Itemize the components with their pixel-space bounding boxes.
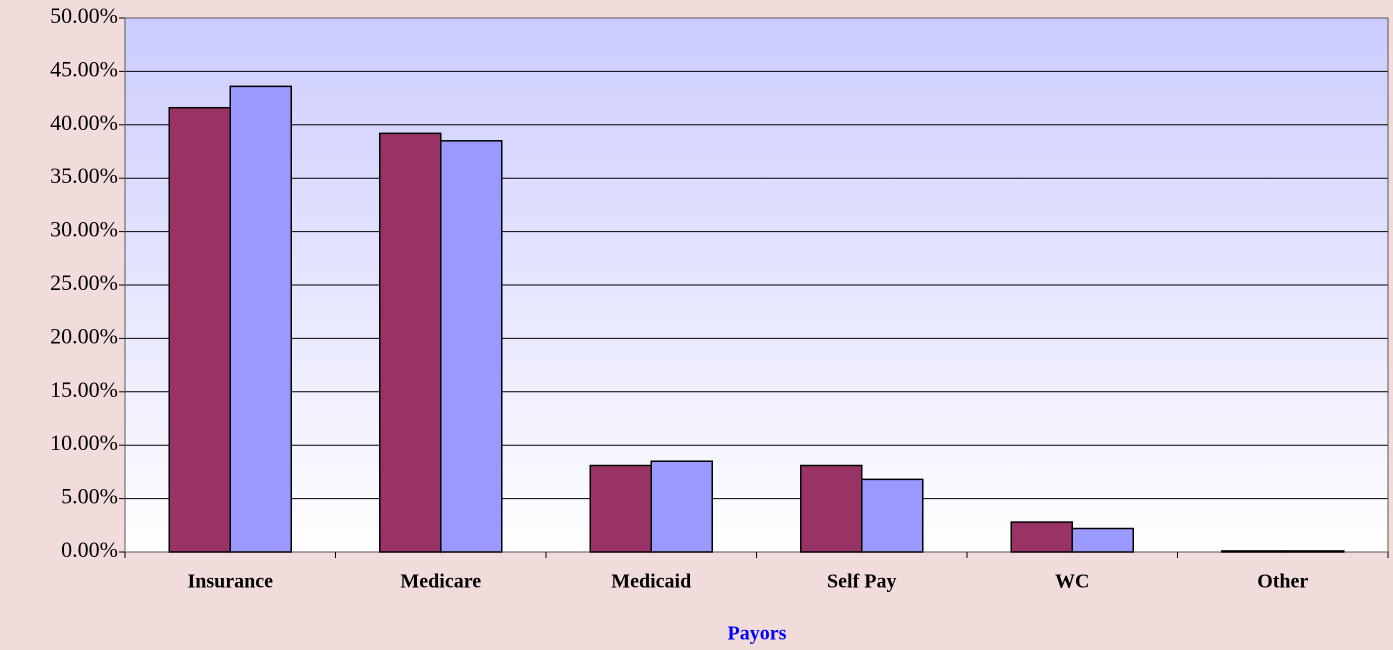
x-axis-title: Payors xyxy=(728,623,787,645)
bar xyxy=(589,464,652,553)
bar xyxy=(800,464,863,553)
y-tick-label: 50.00% xyxy=(50,3,118,28)
x-tick-label: Self Pay xyxy=(827,571,896,593)
y-tick-label: 30.00% xyxy=(50,217,118,242)
y-tick-label: 40.00% xyxy=(50,110,118,135)
bar xyxy=(1010,521,1073,553)
bar xyxy=(650,460,713,553)
y-tick-label: 35.00% xyxy=(50,163,118,188)
x-tick-label: Other xyxy=(1257,571,1308,593)
x-tick-label: Insurance xyxy=(187,571,273,593)
bar xyxy=(1071,527,1134,553)
bar xyxy=(1282,550,1345,553)
bar xyxy=(861,478,924,553)
x-tick-label: Medicaid xyxy=(611,571,691,593)
bar xyxy=(440,140,503,553)
bar xyxy=(379,132,442,553)
bar xyxy=(229,85,292,553)
y-tick-label: 10.00% xyxy=(50,430,118,455)
y-tick-label: 45.00% xyxy=(50,56,118,81)
bar xyxy=(168,106,231,553)
y-tick-label: 0.00% xyxy=(61,537,118,562)
y-tick-label: 20.00% xyxy=(50,323,118,348)
bar xyxy=(1221,550,1284,553)
y-tick-label: 5.00% xyxy=(61,484,118,509)
y-tick-label: 15.00% xyxy=(50,377,118,402)
x-tick-label: Medicare xyxy=(400,571,481,593)
x-tick-label: WC xyxy=(1055,571,1089,593)
y-tick-label: 25.00% xyxy=(50,270,118,295)
